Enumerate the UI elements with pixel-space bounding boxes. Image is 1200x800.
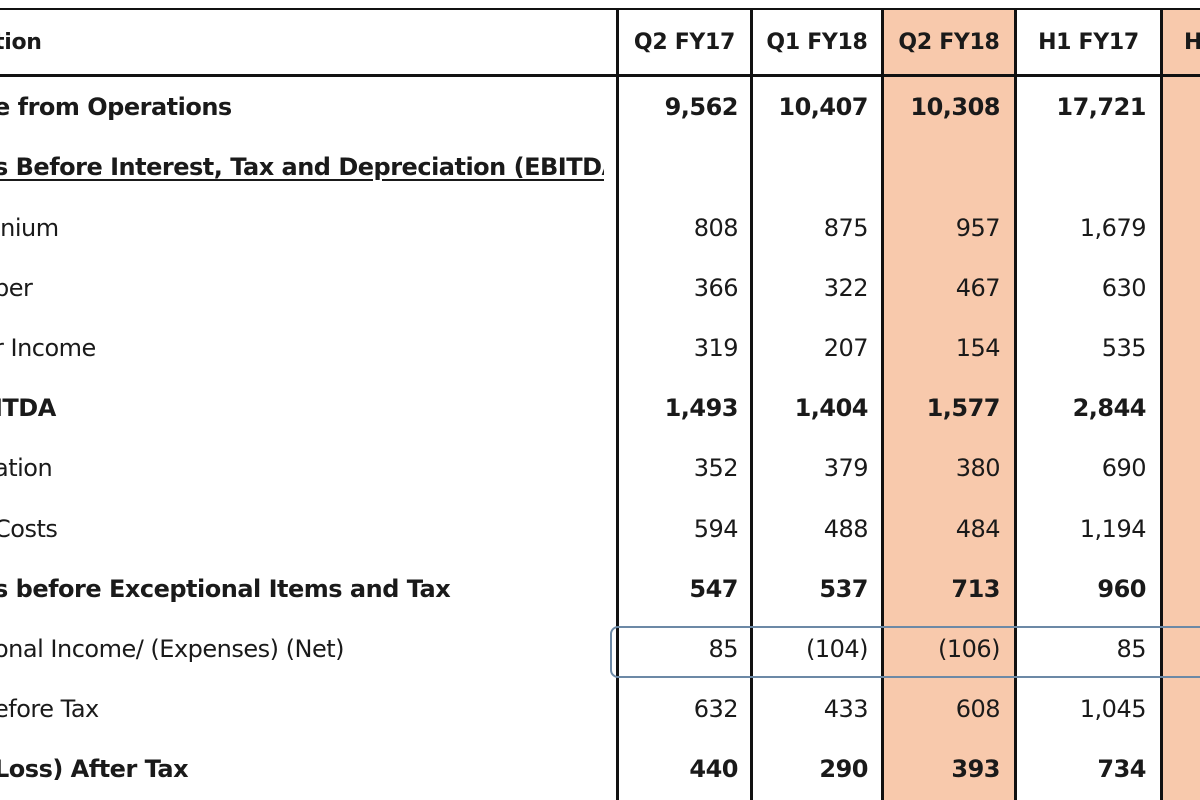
value-h1fy17: 85 [1116, 635, 1146, 663]
value-q1fy18: 207 [823, 334, 869, 362]
row-label: per [0, 274, 33, 302]
row-label: s Before Interest, Tax and Depreciation … [0, 137, 604, 197]
value-h1fy17: 17,721 [1056, 93, 1146, 121]
value-q1fy18: 322 [823, 274, 869, 302]
value-q1fy18: (104) [805, 635, 869, 663]
header-h1fy17: H1 FY17 [1038, 30, 1139, 55]
value-q2fy17: 319 [693, 334, 739, 362]
value-q2fy17: 1,493 [664, 394, 739, 422]
value-q1fy18: 488 [823, 515, 869, 543]
row-label: onal Income/ (Expenses) (Net) [0, 635, 345, 663]
value-h1fy17: 1,045 [1079, 695, 1147, 723]
column-divider [881, 8, 884, 800]
row-label: s before Exceptional Items and Tax [0, 575, 451, 603]
value-h1fy17: 734 [1097, 755, 1146, 783]
column-divider [1014, 8, 1017, 800]
value-q2fy17: 9,562 [664, 93, 739, 121]
row-label-underlined: s Before Interest, Tax and Depreciation … [0, 153, 604, 181]
value-q2fy18: (106) [937, 635, 1001, 663]
table-row: ation 352 379 380 690 [0, 438, 1200, 498]
value-h1fy17: 1,194 [1079, 515, 1147, 543]
table-row: ITDA 1,493 1,404 1,577 2,844 [0, 378, 1200, 438]
value-q1fy18: 1,404 [794, 394, 869, 422]
value-q2fy17: 594 [693, 515, 739, 543]
highlight-column-h1fy18 [1162, 10, 1200, 800]
value-q2fy17: 352 [693, 454, 739, 482]
value-q2fy18: 154 [955, 334, 1001, 362]
value-h1fy17: 690 [1101, 454, 1147, 482]
table-row: per 366 322 467 630 [0, 258, 1200, 318]
value-q2fy18: 957 [955, 214, 1001, 242]
table-row: Costs 594 488 484 1,194 [0, 499, 1200, 559]
row-label: ITDA [0, 394, 56, 422]
value-h1fy17: 2,844 [1072, 394, 1147, 422]
value-q2fy18: 393 [951, 755, 1000, 783]
value-q2fy17: 808 [693, 214, 739, 242]
row-label: inium [0, 214, 59, 242]
table-row: s Before Interest, Tax and Depreciation … [0, 137, 1200, 197]
value-h1fy17: 960 [1097, 575, 1146, 603]
value-h1fy17: 535 [1101, 334, 1147, 362]
row-label: efore Tax [0, 695, 99, 723]
value-q2fy18: 713 [951, 575, 1000, 603]
value-q2fy17: 366 [693, 274, 739, 302]
value-q1fy18: 433 [823, 695, 869, 723]
column-divider [750, 8, 753, 800]
value-q2fy18: 10,308 [910, 93, 1000, 121]
row-label: ation [0, 454, 53, 482]
column-divider [616, 8, 619, 800]
row-label: Costs [0, 515, 58, 543]
header-q2fy17: Q2 FY17 [633, 30, 736, 55]
outlined-row-box [610, 626, 1200, 678]
table-row: Loss) After Tax 440 290 393 734 [0, 739, 1200, 799]
table-row: s before Exceptional Items and Tax 547 537… [0, 559, 1200, 619]
value-q2fy18: 608 [955, 695, 1001, 723]
value-q1fy18: 875 [823, 214, 869, 242]
value-q2fy17: 632 [693, 695, 739, 723]
value-q2fy18: 484 [955, 515, 1001, 543]
header-rule [0, 74, 1200, 77]
header-q2fy18: Q2 FY18 [898, 30, 1000, 55]
value-q1fy18: 537 [819, 575, 868, 603]
value-q2fy17: 85 [708, 635, 738, 663]
header-h1fy18: H [1184, 30, 1200, 55]
row-label: e from Operations [0, 93, 232, 121]
value-q2fy18: 380 [955, 454, 1001, 482]
value-q1fy18: 379 [823, 454, 869, 482]
header-q1fy18: Q1 FY18 [766, 30, 868, 55]
table-row: e from Operations 9,562 10,407 10,308 17,721 [0, 77, 1200, 137]
row-label: Loss) After Tax [0, 755, 189, 783]
table-row: r Income 319 207 154 535 [0, 318, 1200, 378]
value-q2fy18: 1,577 [926, 394, 1001, 422]
table-row: inium 808 875 957 1,679 [0, 198, 1200, 258]
row-label: r Income [0, 334, 96, 362]
value-h1fy17: 1,679 [1079, 214, 1147, 242]
header-label-column: tion [0, 30, 42, 55]
value-q2fy17: 440 [689, 755, 738, 783]
value-q1fy18: 290 [819, 755, 868, 783]
value-q2fy18: 467 [955, 274, 1001, 302]
value-q1fy18: 10,407 [778, 93, 868, 121]
value-h1fy17: 630 [1101, 274, 1147, 302]
table-row: efore Tax 632 433 608 1,045 [0, 679, 1200, 739]
value-q2fy17: 547 [689, 575, 738, 603]
table-row: onal Income/ (Expenses) (Net) 85 (104) (106… [0, 619, 1200, 679]
column-divider [1160, 8, 1163, 800]
top-rule [0, 8, 1200, 10]
highlight-column-q2fy18 [884, 10, 1015, 800]
